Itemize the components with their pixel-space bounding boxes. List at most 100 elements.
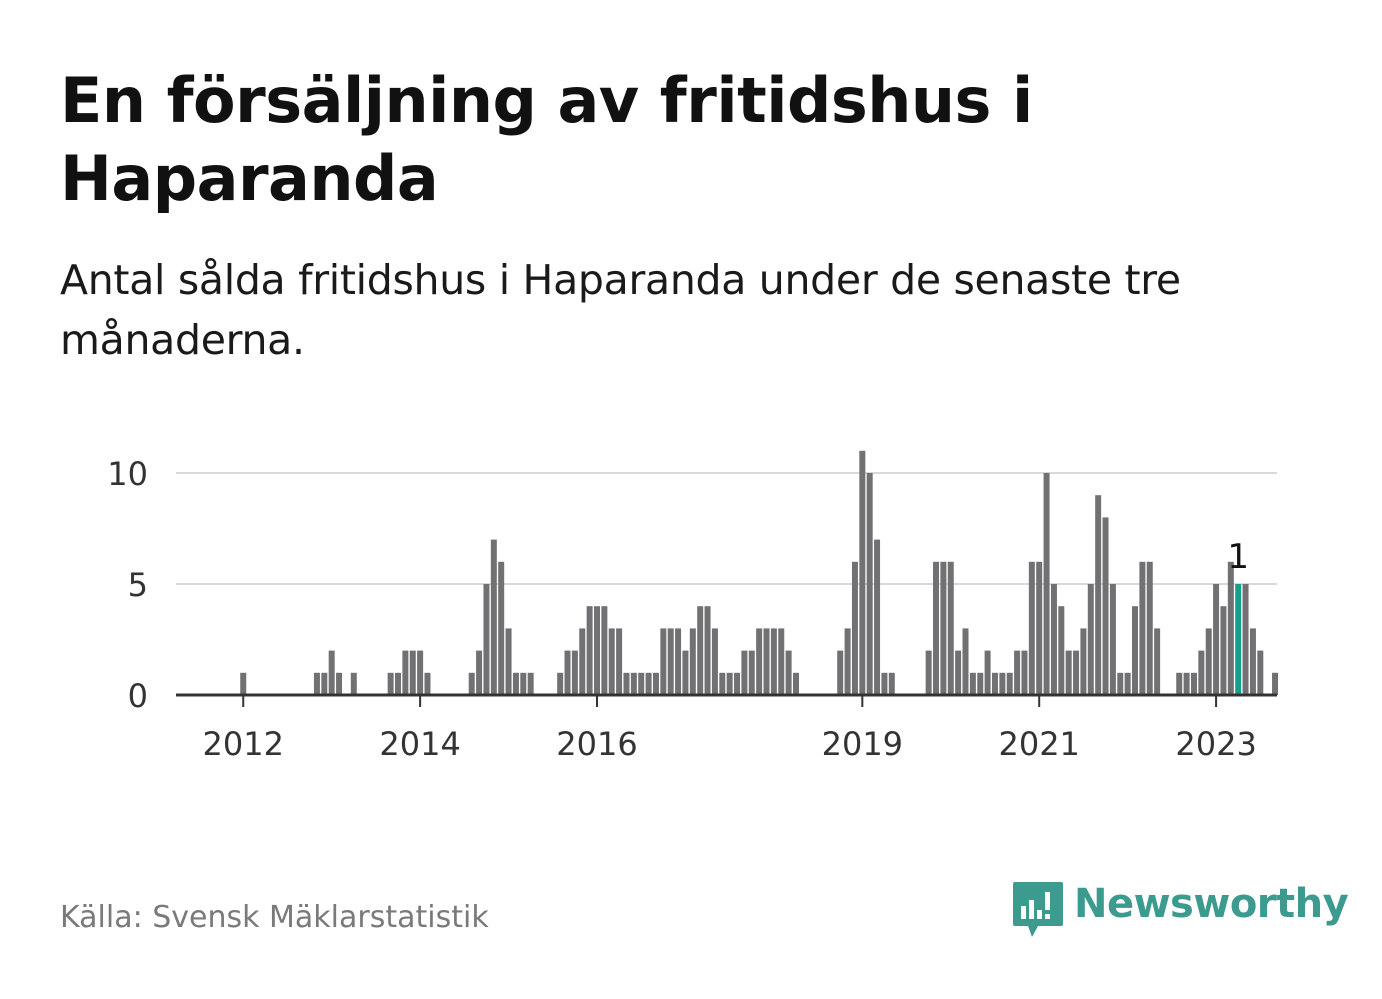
bar [1154,628,1161,695]
bar [1257,650,1264,695]
bar [586,606,593,695]
bar [630,672,637,695]
y-tick-label: 5 [128,566,148,604]
bar [1205,628,1212,695]
bar [1014,650,1021,695]
bar [888,672,895,695]
bar [866,473,873,695]
bar [1065,650,1072,695]
bar [387,672,394,695]
bar [652,672,659,695]
bar [933,561,940,695]
bar [1109,584,1116,695]
bar [564,650,571,695]
bar [881,672,888,695]
bar [638,672,645,695]
bar [748,650,755,695]
bar [1198,650,1205,695]
bar [837,650,844,695]
bar [940,561,947,695]
bar [527,672,534,695]
bar [999,672,1006,695]
x-tick-label: 2019 [822,725,903,763]
bar [874,539,881,695]
bar [785,650,792,695]
y-tick-label: 0 [128,677,148,715]
bar [1058,606,1065,695]
bar [505,628,512,695]
bar [851,561,858,695]
bar [1249,628,1256,695]
bar [984,650,991,695]
bar [557,672,564,695]
bar [704,606,711,695]
bar [1095,495,1102,695]
bar [350,672,357,695]
bar [660,628,667,695]
bar [1028,561,1035,695]
source-note: Källa: Svensk Mäklarstatistik [60,900,489,935]
bar [859,450,866,695]
bar [697,606,704,695]
logo-text: Newsworthy [1074,881,1349,927]
bar [1043,473,1050,695]
bar [1124,672,1131,695]
bar [476,650,483,695]
bar [490,539,497,695]
bar [1117,672,1124,695]
bar [741,650,748,695]
bar [1227,561,1234,695]
bar [240,672,247,695]
bar [991,672,998,695]
bar [844,628,851,695]
bar [601,606,608,695]
bar [726,672,733,695]
bar [763,628,770,695]
bar [977,672,984,695]
bar [770,628,777,695]
bar [313,672,320,695]
bar [1021,650,1028,695]
x-tick-label: 2012 [203,725,284,763]
bar [1036,561,1043,695]
y-tick-label: 10 [107,455,148,493]
bar [1050,584,1057,695]
bar [1213,584,1220,695]
x-tick-label: 2023 [1175,725,1256,763]
bar [417,650,424,695]
bar [468,672,475,695]
bar [719,672,726,695]
bar [579,628,586,695]
bar [947,561,954,695]
bar [792,672,799,695]
bar [616,628,623,695]
axes: 0 5 10 1 2012 2014 2016 2019 2021 2023 [107,455,1277,763]
bar [520,672,527,695]
grid-lines [176,472,1277,585]
x-tick-label: 2014 [379,725,460,763]
bar [955,650,962,695]
bar [1220,606,1227,695]
chart-subtitle: Antal sålda fritidshus i Haparanda under… [60,256,1181,364]
bars [240,450,1279,695]
bar [675,628,682,695]
bar [682,650,689,695]
bar [645,672,652,695]
x-tick-label: 2016 [556,725,637,763]
bar [1190,672,1197,695]
highlight-value-label: 1 [1227,537,1249,577]
bar [1183,672,1190,695]
bar [1139,561,1146,695]
bar [498,561,505,695]
bar [571,650,578,695]
bar [711,628,718,695]
bar [328,650,335,695]
bar [1080,628,1087,695]
bar [689,628,696,695]
bar [424,672,431,695]
bar [409,650,416,695]
bar [778,628,785,695]
bar [925,650,932,695]
bar [756,628,763,695]
bar [623,672,630,695]
